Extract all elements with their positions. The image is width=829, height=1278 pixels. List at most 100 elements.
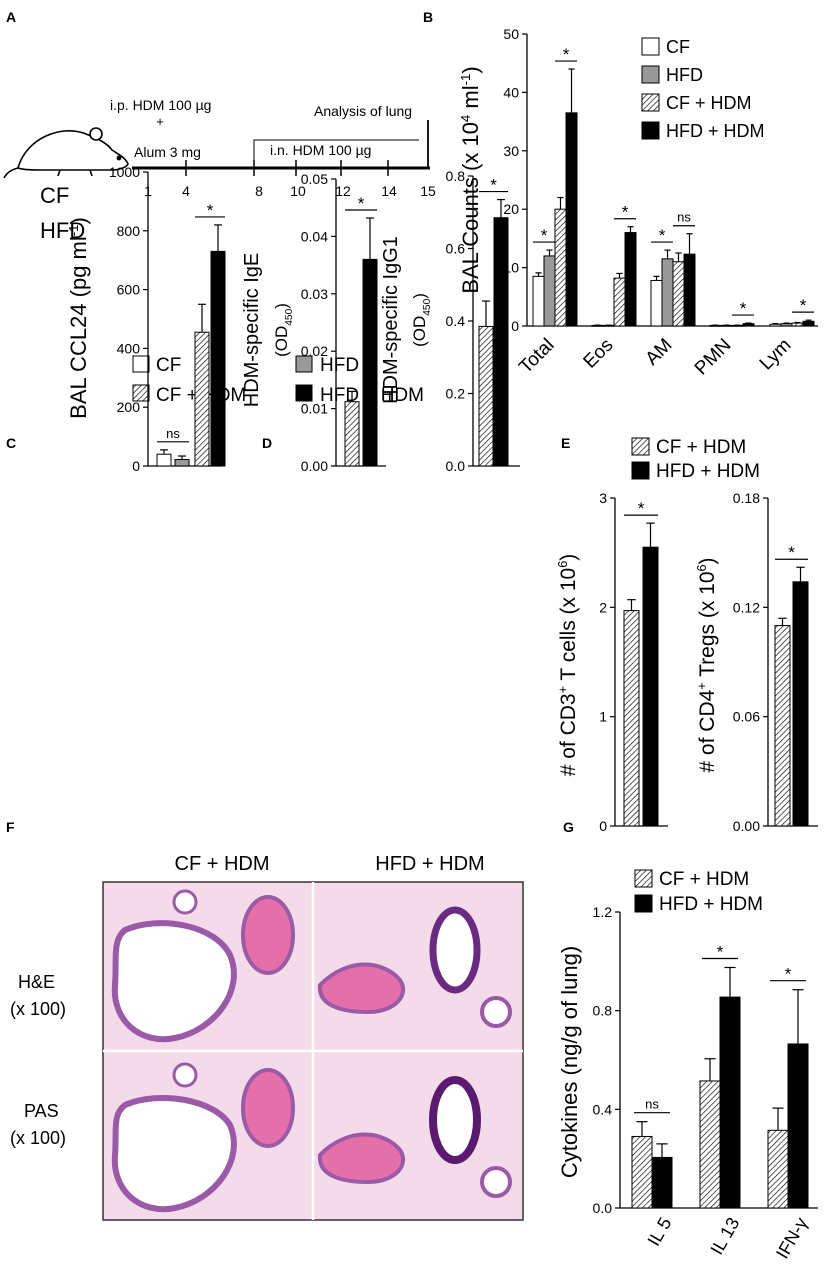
x-tick-label: Eos bbox=[580, 335, 618, 373]
significance-label: * bbox=[785, 965, 792, 984]
bar-c-1 bbox=[174, 459, 190, 467]
y-axis-label: # of CD3+ T cells (x 106) bbox=[556, 554, 580, 777]
y-tick-label: 20 bbox=[503, 201, 519, 217]
legend-swatch-cf bbox=[132, 355, 150, 373]
y-tick-label: 0.00 bbox=[733, 818, 760, 834]
y-tick-label: 40 bbox=[503, 84, 519, 100]
significance-label: * bbox=[740, 299, 747, 318]
significance-label: * bbox=[638, 499, 645, 518]
y-axis-label: (OD450) bbox=[272, 303, 295, 357]
significance-label: * bbox=[490, 176, 497, 195]
panel-label-f: F bbox=[6, 819, 15, 835]
plus-label: + bbox=[156, 114, 164, 129]
y-axis-label-part: (OD bbox=[410, 316, 429, 347]
legend-label: HFD + HDM bbox=[659, 894, 763, 915]
y-axis-label-part: ) bbox=[272, 303, 291, 309]
bar-c-3 bbox=[210, 250, 226, 467]
legend-label: CF + HDM bbox=[659, 869, 749, 890]
y-axis-label-part: BAL Counts (x 10 bbox=[458, 122, 483, 294]
y-tick-label: 0.18 bbox=[733, 490, 760, 506]
bar-b-eos-2 bbox=[613, 277, 626, 327]
y-axis-label-part: ) bbox=[458, 66, 483, 73]
y-axis-label-part: (OD bbox=[272, 326, 291, 357]
x-tick-label: IL 5 bbox=[643, 1214, 675, 1249]
ip-label: i.p. HDM 100 µg bbox=[110, 97, 211, 113]
legend-swatch-hfd-hdm bbox=[295, 384, 313, 402]
y-axis-label-part: 450 bbox=[422, 298, 433, 315]
bar-g-0-0 bbox=[631, 1135, 653, 1209]
bar-e1-0 bbox=[623, 610, 640, 827]
significance-label: ns bbox=[677, 210, 691, 225]
y-axis-label: BAL Counts (x 104 ml-1) bbox=[458, 66, 483, 293]
day-label: 14 bbox=[381, 183, 397, 199]
y-tick-label: 0 bbox=[599, 818, 607, 834]
x-tick-label: IL 13 bbox=[706, 1214, 743, 1258]
y-axis-label-part: -1 bbox=[66, 224, 81, 236]
y-axis-label: HDM-specific IgE bbox=[241, 253, 263, 407]
x-tick-label: AM bbox=[642, 335, 677, 370]
y-tick-label: 0.2 bbox=[446, 386, 466, 402]
panel-label-e: E bbox=[561, 435, 570, 451]
bar-g-0-1 bbox=[651, 1156, 673, 1209]
panel-label-a: A bbox=[6, 9, 16, 25]
y-axis-label-part: ) bbox=[66, 217, 91, 224]
y-axis-label-part: # of CD3 bbox=[557, 693, 580, 776]
chart-e1: 0 1 2 3 # of CD3+ T cells (x 106) * bbox=[556, 490, 668, 834]
legend-swatch-cf-hdm bbox=[132, 384, 150, 402]
y-axis-label: # of CD4+ Tregs (x 106) bbox=[695, 557, 719, 772]
bar-b-lym-1 bbox=[780, 323, 793, 327]
chart-c: 0 200 400 600 800 1000 BAL CCL24 (pg ml-1) ns * bbox=[66, 164, 226, 474]
day-label: 4 bbox=[182, 183, 190, 199]
day-label: 12 bbox=[335, 183, 351, 199]
histology-row-label: PAS bbox=[24, 1101, 59, 1121]
legend-swatch bbox=[631, 437, 650, 456]
panel-label-b: B bbox=[423, 9, 433, 25]
y-axis-label: Cytokines (ng/g of lung) bbox=[557, 946, 582, 1178]
y-tick-label: 0.01 bbox=[301, 401, 328, 417]
y-axis-label-part: ) bbox=[410, 293, 429, 299]
bar-b-lym-0 bbox=[769, 323, 782, 327]
bar-b-am-0 bbox=[650, 279, 663, 327]
panel-label-c: C bbox=[6, 435, 16, 451]
bar-b-pmn-3 bbox=[742, 323, 755, 327]
y-tick-label: 30 bbox=[503, 143, 519, 159]
bar-c-2 bbox=[194, 331, 210, 467]
y-tick-label: 1000 bbox=[109, 164, 140, 180]
bar-c-0 bbox=[156, 453, 172, 467]
analysis-label: Analysis of lung bbox=[314, 103, 412, 119]
chart-d2: 0.0 0.2 0.4 0.6 0.8 HDM-specific IgG1 (OD450) * bbox=[380, 168, 520, 474]
y-tick-label: 0.8 bbox=[446, 168, 466, 184]
y-tick-label: 0.03 bbox=[301, 286, 328, 302]
legend-swatch bbox=[634, 869, 653, 888]
bar-b-lym-2 bbox=[791, 322, 804, 327]
legend-label: CF + HDM bbox=[666, 93, 752, 113]
significance-label: * bbox=[800, 296, 807, 315]
panel-label-g: G bbox=[563, 819, 574, 835]
y-tick-label: 200 bbox=[117, 399, 141, 415]
significance-label: * bbox=[788, 543, 795, 562]
y-axis-label-part: -1 bbox=[458, 74, 473, 86]
x-tick-label: Total bbox=[515, 335, 558, 378]
y-axis-label: HDM-specific IgG1 bbox=[380, 236, 402, 404]
y-tick-label: 0.04 bbox=[301, 228, 328, 244]
legend-swatch bbox=[641, 121, 660, 140]
y-tick-label: 0.12 bbox=[733, 599, 760, 615]
x-tick-label: Lym bbox=[756, 335, 796, 375]
bar-b-total-3 bbox=[565, 112, 578, 327]
y-axis-label-part: ml bbox=[458, 85, 483, 114]
legend-label: HFD + HDM bbox=[666, 121, 765, 141]
bar-b-total-2 bbox=[554, 208, 567, 327]
legend-swatch bbox=[641, 65, 660, 84]
y-axis-label-part: BAL CCL24 (pg ml bbox=[66, 236, 91, 419]
y-tick-label: 0.02 bbox=[301, 343, 328, 359]
y-tick-label: 0.8 bbox=[593, 1003, 613, 1019]
day-label: 15 bbox=[420, 183, 436, 199]
y-tick-label: 50 bbox=[503, 26, 519, 42]
y-tick-label: 0.4 bbox=[446, 313, 466, 329]
legend-b: CF HFD CF + HDM HFD + HDM bbox=[641, 37, 765, 141]
chart-g: 0.0 0.4 0.8 1.2 Cytokines (ng/g of lung) IL 5… bbox=[557, 904, 818, 1262]
bar-b-am-1 bbox=[661, 258, 674, 327]
